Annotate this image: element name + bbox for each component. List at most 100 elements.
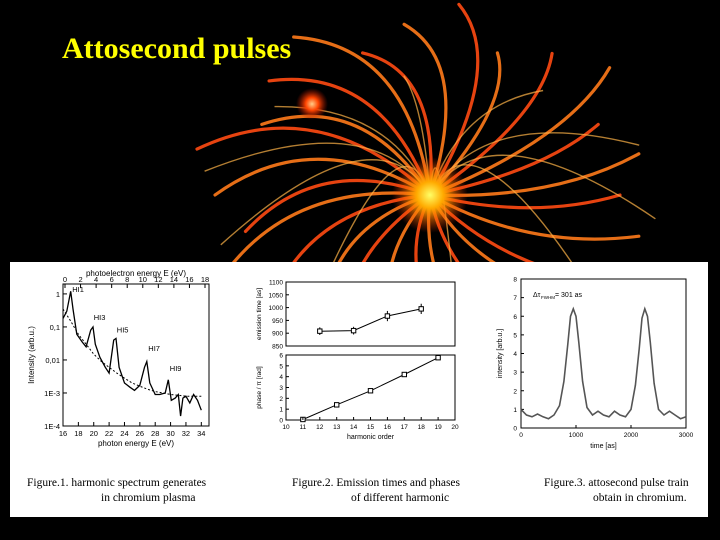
fig1-x-tick-label: 26: [136, 429, 144, 438]
fig2-y-tick-label: 1050: [269, 292, 284, 299]
burst-core: [392, 157, 468, 233]
fig2-data-point: [401, 371, 408, 378]
fig3-annotation-symbol: Δτ: [533, 292, 541, 299]
burst-spark: [296, 88, 328, 120]
fig1-top-axis-title: photoelectron energy E (eV): [86, 269, 186, 278]
fig3-y-axis-title: intensity [arb.u.]: [497, 329, 504, 378]
fig1-x-tick-label: 16: [59, 429, 67, 438]
fig1-top-tick-label: 2: [78, 275, 82, 284]
fig2-x-axis-title: harmonic order: [347, 434, 395, 441]
fig1-top-tick-label: 0: [63, 275, 67, 284]
fig1-x-tick-label: 24: [120, 429, 128, 438]
fig2-x-tick-label: 18: [418, 424, 426, 431]
figure-3-caption-line-1: Figure.3. attosecond pulse train: [544, 477, 689, 489]
fig2-y-axis-title: emission time [as]: [256, 288, 263, 340]
fig3-x-tick-label: 3000: [679, 432, 694, 439]
figure-panel: [10, 262, 708, 517]
fig2-x-tick-label: 11: [300, 424, 307, 431]
fig2-y-tick-label: 850: [272, 344, 283, 351]
fig2-y-tick-label: 4: [279, 374, 283, 381]
fig1-top-tick-label: 8: [125, 275, 129, 284]
fig3-y-tick-label: 2: [513, 388, 517, 395]
fig1-x-tick-label: 28: [151, 429, 159, 438]
fig3-y-tick-label: 3: [513, 370, 517, 377]
fig2-y-tick-label: 2: [279, 396, 283, 403]
fig2-data-point: [384, 313, 391, 319]
fig1-x-tick-label: 34: [197, 429, 205, 438]
fig1-top-tick-label: 6: [110, 275, 114, 284]
fig3-y-tick-label: 6: [513, 314, 517, 321]
fig3-x-tick-label: 2000: [624, 432, 639, 439]
fig3-x-tick-label: 1000: [569, 432, 584, 439]
fig1-top-tick-label: 16: [185, 275, 193, 284]
fig3-x-axis-title: time [as]: [590, 443, 617, 450]
fig1-y-tick-label: 1: [56, 290, 60, 299]
fig3-pulse-line: [520, 306, 687, 420]
fig2-data-point: [334, 402, 340, 408]
fig2-x-tick-label: 20: [451, 424, 459, 431]
fig3-y-tick-label: 7: [513, 295, 517, 302]
fig3-annotation-value: = 301 as: [555, 292, 583, 299]
figure-1-harmonic-spectrum: 16 18 20 22 24 26 28 30 32 340 2 4 6 8 10 12 14 16 181E-41…: [27, 269, 210, 448]
fig2-x-tick-label: 10: [282, 424, 290, 431]
fig1-top-tick-label: 10: [139, 275, 147, 284]
fig1-spectrum-line: [62, 291, 202, 417]
fig1-harmonic-label: HI9: [170, 364, 182, 373]
fig2-data-point: [367, 388, 374, 394]
fig2-y-tick-label: 3: [279, 385, 283, 392]
fig3-y-tick-label: 0: [513, 426, 517, 433]
fig2-y-tick-label: 1100: [269, 280, 283, 287]
fig3-y-tick-label: 8: [513, 277, 517, 284]
fig1-x-tick-label: 20: [90, 429, 98, 438]
fig2-y-tick-label: 900: [272, 331, 283, 338]
fig2-y-axis-title: phase / π [rad]: [256, 366, 263, 409]
fig1-top-tick-label: 4: [94, 275, 98, 284]
slide-title: Attosecond pulses: [62, 32, 292, 65]
fig2-x-tick-label: 15: [367, 424, 375, 431]
fig2-y-tick-label: 5: [279, 363, 283, 370]
fig1-harmonic-label: HI1: [72, 285, 84, 294]
fig3-annotation-subscript: FWHM: [541, 295, 555, 300]
fig1-plot-frame: [62, 283, 210, 427]
fig1-harmonic-label: HI3: [94, 313, 106, 322]
figure-2-caption-line-2: of different harmonic: [351, 492, 450, 504]
fig1-harmonic-label: HI5: [117, 325, 129, 334]
fig1-top-tick-label: 18: [201, 275, 209, 284]
figure-1-caption-line-1: Figure.1. harmonic spectrum generates: [27, 477, 207, 489]
fig2-y-tick-label: 1: [279, 407, 283, 414]
fig2-x-tick-label: 13: [333, 424, 341, 431]
fig1-x-tick-label: 18: [74, 429, 82, 438]
fig2-x-tick-label: 19: [434, 424, 442, 431]
fig1-y-tick-label: 1E-4: [44, 422, 60, 431]
fig2-x-tick-label: 17: [401, 424, 409, 431]
fig1-y-tick-label: 1E-3: [44, 389, 60, 398]
fig2-y-tick-label: 1000: [269, 305, 284, 312]
figure-3-pulse-train: 0 1 2 3 4 5 6 7 8 0 1000 2000 3000 time [as] intensity…: [497, 277, 694, 451]
fig1-x-tick-label: 30: [166, 429, 174, 438]
fig1-top-tick-label: 14: [170, 275, 178, 284]
fig2-y-tick-label: 6: [279, 353, 283, 360]
figure-3-caption-line-2: obtain in chromium.: [593, 492, 687, 504]
fig2-x-tick-label: 14: [350, 424, 358, 431]
figure-1-caption-line-2: in chromium plasma: [101, 492, 196, 504]
fig2-panel-frame: [285, 281, 456, 347]
fig3-y-tick-label: 4: [513, 351, 517, 358]
fig1-top-tick-label: 12: [154, 275, 162, 284]
fig3-y-tick-label: 1: [513, 407, 517, 414]
fig2-data-point: [317, 328, 323, 334]
fig1-y-axis-title: Intensity (arb.u.): [27, 326, 36, 384]
fig2-series-line: [319, 308, 422, 332]
fig1-y-tick-label: 0,01: [45, 356, 60, 365]
fig1-harmonic-label: HI7: [148, 344, 160, 353]
fig2-data-point: [418, 306, 424, 312]
figure-2-emission-times: 850 900 950 1000 1050 1100 emission time [as] 0…: [256, 280, 459, 442]
fig1-x-axis-title: photon energy E (eV): [98, 439, 174, 448]
figure-2-caption-line-1: Figure.2. Emission times and phases: [292, 477, 461, 489]
fig2-x-tick-label: 12: [316, 424, 324, 431]
fig3-y-tick-label: 5: [513, 332, 517, 339]
fig2-y-tick-label: 0: [279, 418, 283, 425]
fig1-x-tick-label: 22: [105, 429, 113, 438]
fig1-x-tick-label: 32: [182, 429, 190, 438]
